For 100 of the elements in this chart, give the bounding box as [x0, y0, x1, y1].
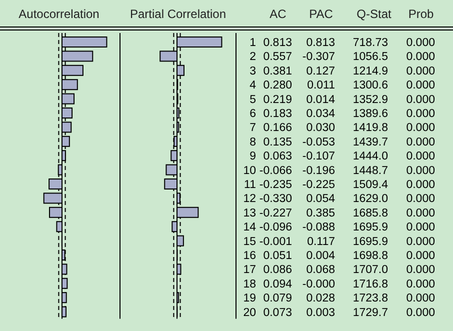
text: 0.000: [406, 250, 435, 262]
y-tick-label: 7: [250, 122, 256, 134]
text: 0.000: [406, 80, 435, 92]
text: 1707.0: [352, 264, 388, 276]
text: 1444.0: [352, 150, 388, 163]
text: Prob: [408, 7, 434, 21]
data-label: -0.053: [302, 136, 335, 148]
y-tick-label: 10: [243, 164, 256, 177]
data-label: 0.813: [306, 37, 335, 49]
text: Q-Stat: [356, 7, 392, 21]
data-label: 0.166: [263, 122, 292, 134]
data-label: 0.004: [306, 250, 336, 262]
y-tick-label: 6: [250, 108, 256, 120]
y-tick-label: 8: [250, 136, 256, 148]
data-label: 0.030: [306, 122, 335, 134]
data-label: 0.051: [263, 250, 292, 262]
text: 1723.8: [352, 292, 388, 305]
data-label: -0.066: [259, 164, 292, 177]
y-tick-label: 18: [243, 278, 256, 290]
data-label: -0.307: [302, 51, 335, 64]
text: 0.000: [406, 150, 435, 163]
data-label: 0.011: [307, 80, 335, 92]
text: 1352.9: [352, 94, 388, 106]
text: 0.000: [406, 306, 435, 319]
data-label: -0.235: [259, 179, 292, 191]
text: 1056.5: [352, 51, 388, 64]
data-label: 0.014: [306, 94, 336, 106]
text: 0.000: [406, 51, 435, 64]
data-label: -0.088: [302, 222, 335, 234]
text: 0.000: [406, 108, 435, 120]
data-label: 0.135: [263, 136, 292, 148]
text: 0.000: [406, 37, 435, 49]
data-label: 0.117: [307, 236, 335, 248]
text: 1695.9: [352, 236, 388, 248]
text: 1695.9: [352, 222, 388, 234]
data-label: 0.094: [263, 278, 293, 290]
data-label: 0.054: [306, 193, 336, 206]
data-label: 0.385: [306, 207, 335, 220]
y-tick-label: 19: [243, 292, 256, 305]
text: 1685.8: [352, 207, 388, 220]
data-label: 0.003: [306, 306, 335, 319]
text: 0.000: [406, 222, 435, 234]
text: 1439.7: [352, 136, 388, 148]
y-tick-label: 2: [250, 51, 256, 64]
chart-title: Partial Correlation: [130, 7, 226, 21]
y-tick-label: 17: [243, 264, 256, 276]
data-label: 0.127: [306, 65, 335, 78]
y-tick-label: 4: [250, 80, 257, 92]
data-label: 0.280: [263, 80, 292, 92]
data-label: 0.086: [263, 264, 292, 276]
text: 0.000: [406, 136, 435, 148]
text: 1448.7: [352, 164, 388, 177]
data-label: 0.073: [263, 306, 292, 319]
data-label: -0.107: [302, 150, 335, 163]
text: 0.000: [406, 278, 435, 290]
y-tick-label: 5: [250, 94, 256, 106]
y-tick-label: 12: [243, 193, 256, 206]
text: AC: [270, 7, 287, 21]
data-label: -0.001: [259, 236, 292, 248]
data-label: 0.183: [263, 108, 292, 120]
text: 0.000: [406, 292, 435, 305]
y-tick-label: 11: [244, 179, 256, 191]
y-tick-label: 1: [250, 37, 256, 49]
data-label: 0.219: [263, 94, 292, 106]
data-label: 0.028: [306, 292, 335, 305]
y-tick-label: 20: [243, 306, 256, 319]
data-label: 0.079: [263, 292, 292, 305]
y-tick-label: 14: [243, 222, 257, 234]
y-tick-label: 13: [243, 207, 256, 220]
data-label: 0.068: [306, 264, 335, 276]
text: 0.000: [406, 122, 435, 134]
data-label: -0.096: [259, 222, 292, 234]
text: 1716.8: [352, 278, 388, 290]
text: 718.73: [352, 37, 388, 49]
text: 0.000: [406, 193, 435, 206]
data-label: 0.381: [263, 65, 292, 78]
text: 1629.0: [352, 193, 388, 206]
text: 0.000: [406, 207, 435, 220]
text: 1389.6: [352, 108, 388, 120]
text: 1300.6: [352, 80, 388, 92]
text: 1729.7: [352, 306, 388, 319]
text: 0.000: [406, 94, 435, 106]
y-tick-label: 9: [250, 150, 256, 163]
data-label: -0.196: [302, 164, 335, 177]
data-label: 0.813: [263, 37, 292, 49]
data-label: 0.063: [263, 150, 292, 163]
text: 1214.9: [352, 65, 388, 78]
data-label: -0.227: [259, 207, 292, 220]
text: 1419.8: [352, 122, 388, 134]
text: 1698.8: [352, 250, 388, 262]
text: 0.000: [406, 179, 435, 191]
text: 0.000: [406, 164, 435, 177]
chart-title: Autocorrelation: [18, 7, 100, 21]
y-tick-label: 3: [250, 65, 256, 78]
data-label: 0.557: [263, 51, 292, 64]
text: 0.000: [406, 236, 435, 248]
y-tick-label: 15: [243, 236, 256, 248]
data-label: 0.034: [306, 108, 336, 120]
text: 0.000: [406, 264, 435, 276]
data-label: -0.330: [259, 193, 292, 206]
